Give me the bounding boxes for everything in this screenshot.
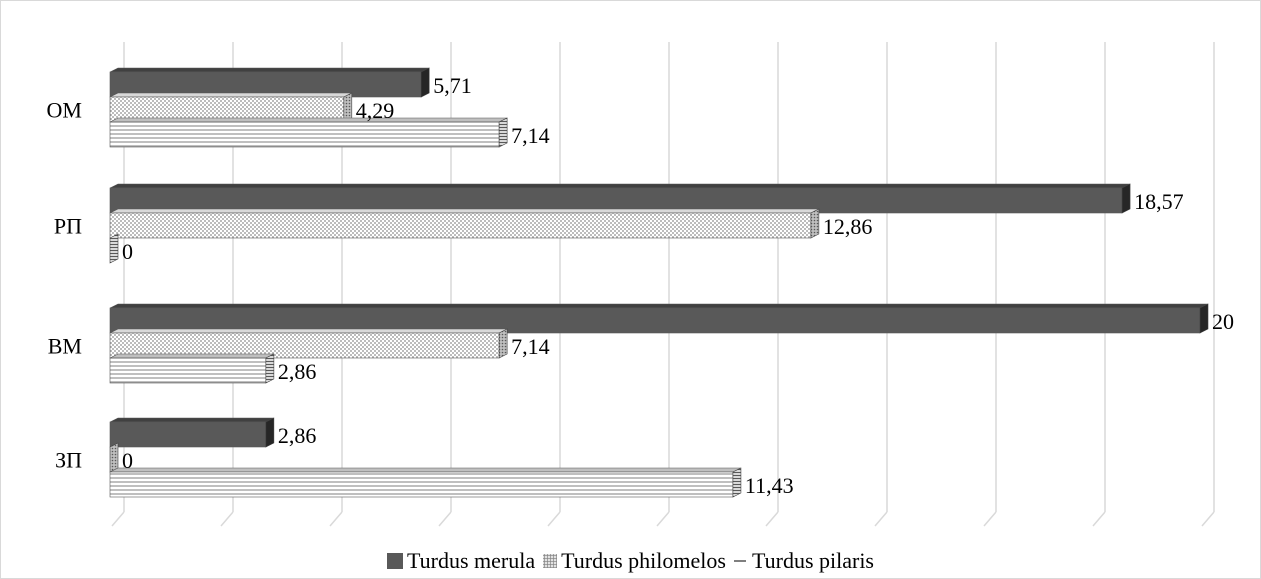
bar [109, 92, 353, 123]
bar-front-face [109, 421, 267, 448]
data-labels: 5,71 4,29 7,14 18,57 12,86 0 20 7,14 2,86 2,86 0 11… [122, 73, 1234, 498]
bar [109, 233, 119, 264]
bar-front-face [109, 471, 734, 498]
data-label: 18,57 [1134, 189, 1184, 214]
data-label: 7,14 [511, 123, 550, 148]
category-label: РП [54, 214, 82, 239]
bar-top-face [109, 117, 508, 123]
bar-top-face [109, 208, 820, 214]
bar-top-face [109, 417, 275, 423]
bar-top-face [109, 92, 352, 98]
gridline-floor [1201, 511, 1215, 527]
bar-side-face [343, 92, 353, 123]
bar-top-face [109, 353, 275, 359]
legend-key-series-2 [543, 554, 558, 568]
legend-label-series-2: Turdus philomelos [561, 548, 726, 573]
gridline-floor [547, 511, 561, 527]
data-label: 5,71 [433, 73, 472, 98]
gridline-floor [329, 511, 343, 527]
data-label: 0 [122, 448, 133, 473]
bar-front-face [109, 121, 500, 148]
legend-item-series-1: Turdus merula [386, 548, 536, 574]
data-label: 12,86 [823, 214, 873, 239]
bar-side-face [109, 442, 119, 473]
bar-side-face [498, 328, 508, 359]
data-label: 7,14 [511, 334, 550, 359]
bar-top-face [109, 183, 1131, 189]
bar-side-face [1121, 183, 1131, 214]
bar-side-face [420, 67, 430, 98]
bar [109, 183, 1131, 214]
bar-front-face [109, 357, 267, 384]
legend-label-series-1: Turdus merula [406, 548, 536, 573]
bar [109, 208, 820, 239]
data-label: 2,86 [278, 423, 317, 448]
gridline-floor [438, 511, 452, 527]
bar [109, 442, 119, 473]
bar-front-face [109, 212, 812, 239]
legend-key-series-3 [733, 560, 746, 562]
bar-side-face [1199, 303, 1209, 334]
bar-top-face [109, 467, 742, 473]
bar-side-face [810, 208, 820, 239]
bars [109, 67, 1209, 498]
data-label: 11,43 [745, 473, 794, 498]
bar-top-face [109, 303, 1209, 309]
category-label: ОМ [47, 98, 82, 123]
gridline-floor [874, 511, 888, 527]
category-label: ВМ [48, 334, 82, 359]
bar-top-face [109, 328, 508, 334]
data-label: 4,29 [356, 98, 395, 123]
category-label: ЗП [55, 448, 82, 473]
bar-side-face [265, 353, 275, 384]
gridline-floor [765, 511, 779, 527]
gridline-floor [656, 511, 670, 527]
data-label: 0 [122, 239, 133, 264]
gridline-floor [983, 511, 997, 527]
gridline-floor [220, 511, 234, 527]
legend-item-series-3: Turdus pilaris [733, 548, 874, 574]
bar-side-face [265, 417, 275, 448]
category-labels: ОМ РП ВМ ЗП [47, 98, 83, 473]
data-label: 20 [1212, 309, 1234, 334]
legend: Turdus merula Turdus philomelos Turdus p… [0, 548, 1261, 574]
bar-chart: ОМ РП ВМ ЗП 5,71 4,29 7,14 18,57 12,86 0 20 7,14 2,… [47, 42, 1234, 527]
bar [109, 117, 508, 148]
bar [109, 67, 430, 98]
bar [109, 417, 275, 448]
bar-side-face [498, 117, 508, 148]
bar [109, 467, 742, 498]
legend-label-series-3: Turdus pilaris [751, 548, 874, 573]
bar [109, 353, 275, 384]
legend-item-series-2: Turdus philomelos [543, 548, 726, 574]
gridline-floor [111, 511, 125, 527]
bar-side-face [732, 467, 742, 498]
legend-key-series-1 [386, 553, 403, 569]
bar-side-face [109, 233, 119, 264]
gridline-floor [1092, 511, 1106, 527]
data-label: 2,86 [278, 359, 317, 384]
bar-top-face [109, 67, 430, 73]
bar [109, 328, 508, 359]
bar [109, 303, 1209, 334]
